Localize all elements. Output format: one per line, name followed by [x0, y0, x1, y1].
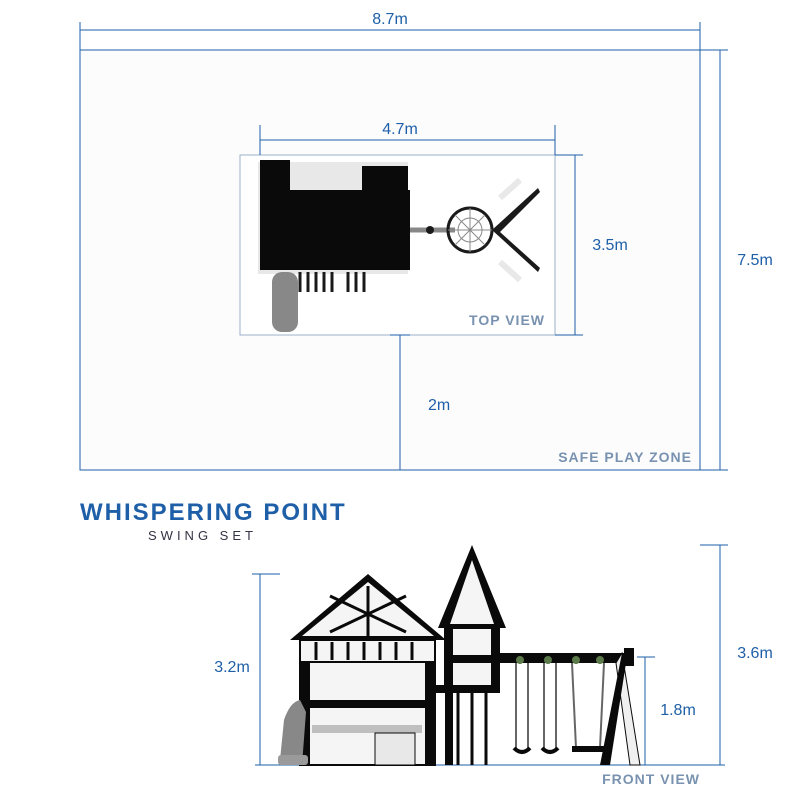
dim-outer-height: 7.5m — [700, 50, 773, 470]
dim-clearance-label: 2m — [428, 397, 450, 414]
dim-outer-width: 8.7m — [80, 11, 700, 50]
dim-front-main-height-label: 3.2m — [214, 659, 250, 676]
dim-front-total-height-label: 3.6m — [737, 645, 773, 662]
dim-inner-width-label: 4.7m — [382, 121, 418, 138]
top-view-label: TOP VIEW — [469, 312, 545, 328]
product-subtitle: SWING SET — [148, 528, 257, 543]
dim-swing-height-label: 1.8m — [660, 702, 696, 719]
dim-swing-height: 1.8m — [637, 657, 696, 765]
dim-inner-height-label: 3.5m — [592, 237, 628, 254]
dim-front-main-height: 3.2m — [214, 574, 280, 765]
dim-front-total-height: 3.6m — [700, 545, 773, 765]
dim-outer-width-label: 8.7m — [372, 11, 408, 28]
dim-outer-height-label: 7.5m — [737, 252, 773, 269]
frontview-structure — [278, 545, 640, 765]
product-title: WHISPERING POINT — [80, 499, 347, 526]
front-view-label: FRONT VIEW — [602, 771, 700, 787]
safe-play-zone-label: SAFE PLAY ZONE — [558, 449, 692, 465]
